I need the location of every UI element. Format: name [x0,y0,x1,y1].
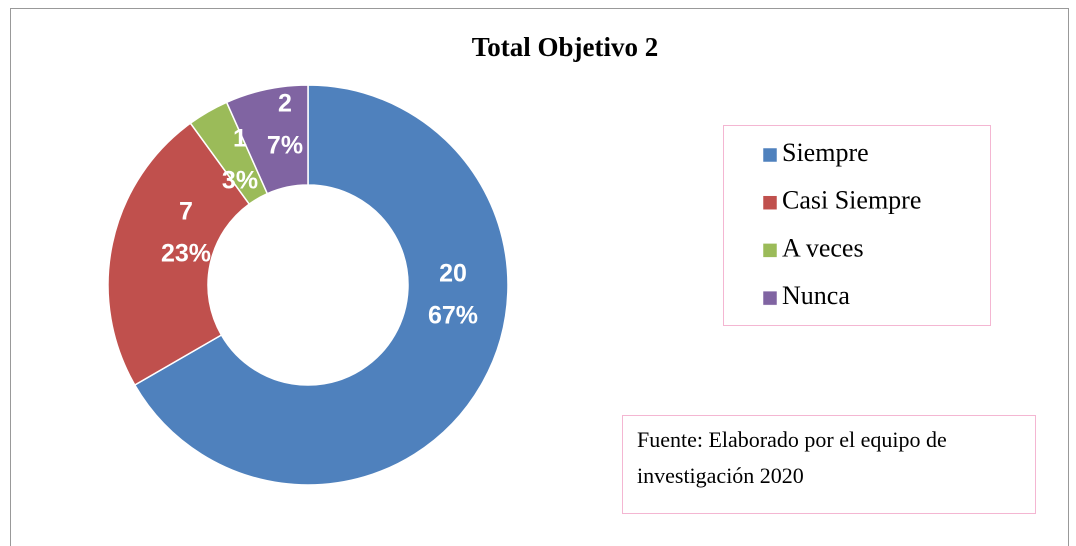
donut-slice [225,84,309,195]
data-label: 20 [439,260,467,288]
legend-marker [762,290,778,306]
percent-label: 7% [267,132,303,160]
legend-label: Nunca [782,281,850,310]
legend-label: Siempre [782,138,869,167]
data-label: 7 [179,198,193,226]
donut-slice [107,122,251,387]
data-label: 1 [233,125,247,153]
source-text: investigación 2020 [637,463,804,488]
percent-label: 67% [428,302,478,330]
legend-marker [762,195,778,210]
legend-label: A veces [782,233,864,262]
data-label: 2 [278,90,292,118]
percent-label: 3% [222,167,258,195]
legend-marker [762,243,778,258]
legend-label: Casi Siempre [782,186,921,215]
chart-title: Total Objetivo 2 [472,32,659,62]
source-box [622,415,1036,514]
frame [10,8,1069,546]
legend-marker [762,147,778,163]
percent-label: 23% [161,240,211,268]
source-text: Fuente: Elaborado por el equipo de [637,427,947,452]
donut-slice [133,84,509,486]
